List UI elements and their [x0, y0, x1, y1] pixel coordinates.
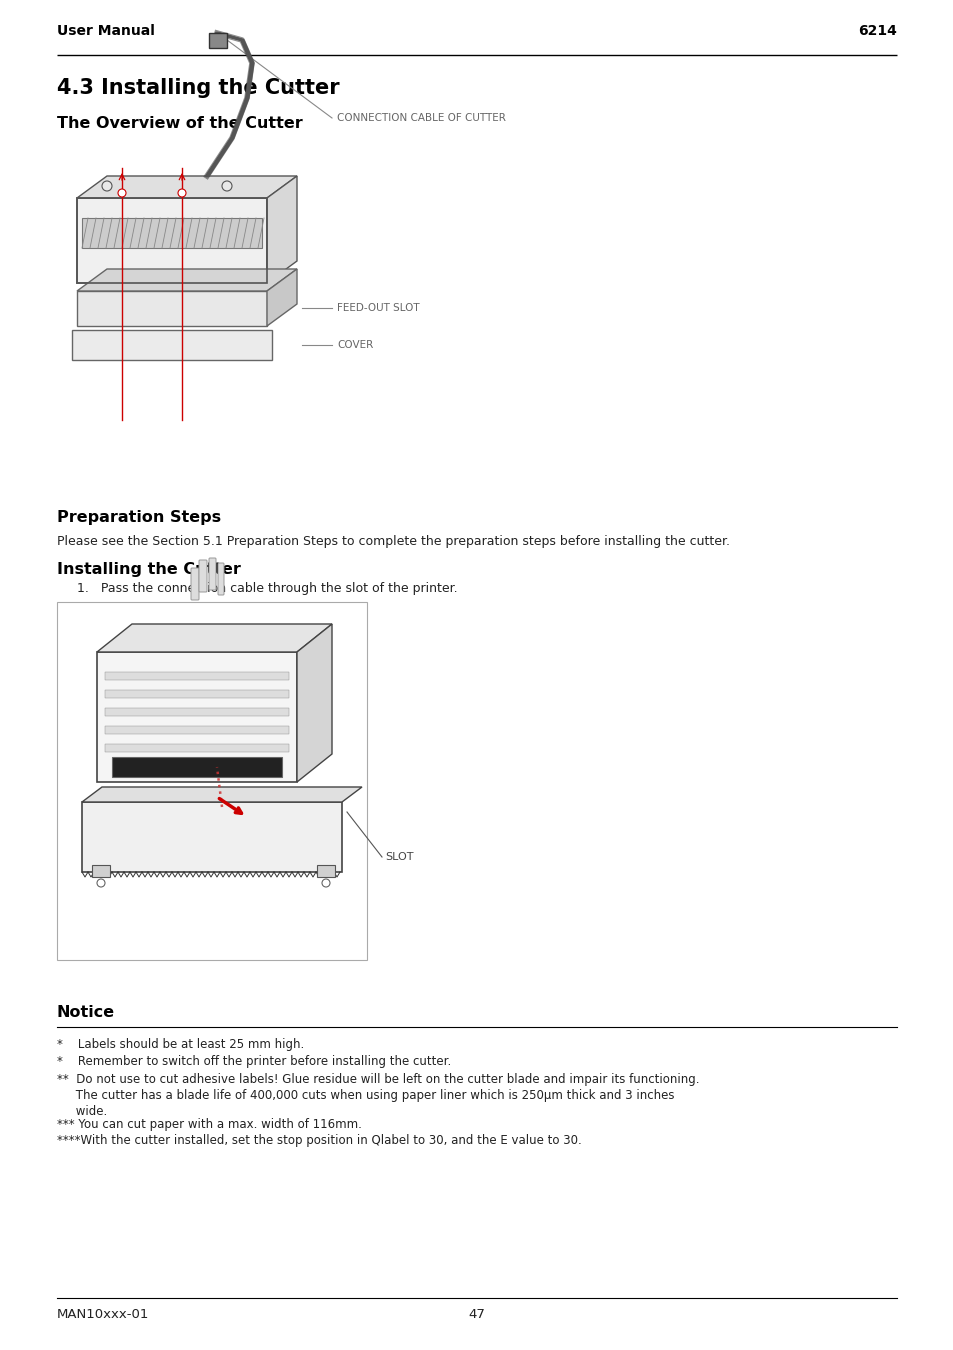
Text: CONNECTION CABLE OF CUTTER: CONNECTION CABLE OF CUTTER	[336, 113, 505, 123]
Circle shape	[97, 879, 105, 887]
FancyBboxPatch shape	[209, 558, 215, 590]
Text: The Overview of the Cutter: The Overview of the Cutter	[57, 116, 302, 131]
Polygon shape	[296, 624, 332, 782]
Text: FEED-OUT SLOT: FEED-OUT SLOT	[336, 302, 419, 313]
Bar	[209, 32, 227, 49]
Polygon shape	[71, 329, 272, 360]
Text: 47: 47	[468, 1308, 485, 1322]
Text: wide.: wide.	[57, 1106, 107, 1118]
Text: Preparation Steps: Preparation Steps	[57, 510, 221, 525]
Text: *    Remember to switch off the printer before installing the cutter.: * Remember to switch off the printer bef…	[57, 1054, 451, 1068]
FancyBboxPatch shape	[191, 568, 199, 599]
Polygon shape	[267, 269, 296, 325]
Bar	[77, 198, 267, 284]
Bar	[77, 198, 267, 284]
FancyBboxPatch shape	[218, 563, 224, 595]
Text: Notice: Notice	[57, 1004, 115, 1021]
Bar	[97, 652, 296, 782]
Bar	[82, 802, 341, 872]
Text: 4.3 Installing the Cutter: 4.3 Installing the Cutter	[57, 78, 339, 99]
Text: ****With the cutter installed, set the stop position in Qlabel to 30, and the E : ****With the cutter installed, set the s…	[57, 1134, 581, 1148]
Polygon shape	[77, 176, 296, 198]
Text: User Manual: User Manual	[57, 24, 154, 38]
Circle shape	[118, 189, 126, 197]
Text: The cutter has a blade life of 400,000 cuts when using paper liner which is 250μ: The cutter has a blade life of 400,000 c…	[57, 1089, 674, 1102]
Bar	[105, 744, 289, 752]
Bar	[57, 602, 367, 960]
Text: COVER: COVER	[336, 340, 373, 350]
Bar	[82, 217, 262, 248]
Bar	[105, 726, 289, 734]
Text: SLOT: SLOT	[385, 852, 413, 863]
Circle shape	[178, 189, 186, 197]
Bar	[105, 690, 289, 698]
Text: 1.   Pass the connection cable through the slot of the printer.: 1. Pass the connection cable through the…	[77, 582, 457, 595]
Polygon shape	[267, 176, 296, 284]
Text: *** You can cut paper with a max. width of 116mm.: *** You can cut paper with a max. width …	[57, 1118, 361, 1131]
Bar	[91, 865, 110, 878]
Text: Please see the Section 5.1 Preparation Steps to complete the preparation steps b: Please see the Section 5.1 Preparation S…	[57, 535, 729, 548]
Text: *    Labels should be at least 25 mm high.: * Labels should be at least 25 mm high.	[57, 1038, 304, 1052]
Bar	[105, 707, 289, 716]
Text: MAN10xxx-01: MAN10xxx-01	[57, 1308, 150, 1322]
Polygon shape	[82, 787, 361, 802]
FancyBboxPatch shape	[199, 560, 207, 593]
Circle shape	[222, 181, 232, 190]
Text: 6214: 6214	[858, 24, 896, 38]
Text: Installing the Cutter: Installing the Cutter	[57, 562, 240, 576]
Polygon shape	[97, 624, 332, 652]
Polygon shape	[77, 269, 296, 292]
Circle shape	[322, 879, 330, 887]
Text: **  Do not use to cut adhesive labels! Glue residue will be left on the cutter b: ** Do not use to cut adhesive labels! Gl…	[57, 1073, 699, 1085]
Circle shape	[102, 181, 112, 190]
Bar	[105, 672, 289, 680]
Bar	[316, 865, 335, 878]
Polygon shape	[77, 292, 267, 325]
Bar	[112, 757, 282, 778]
